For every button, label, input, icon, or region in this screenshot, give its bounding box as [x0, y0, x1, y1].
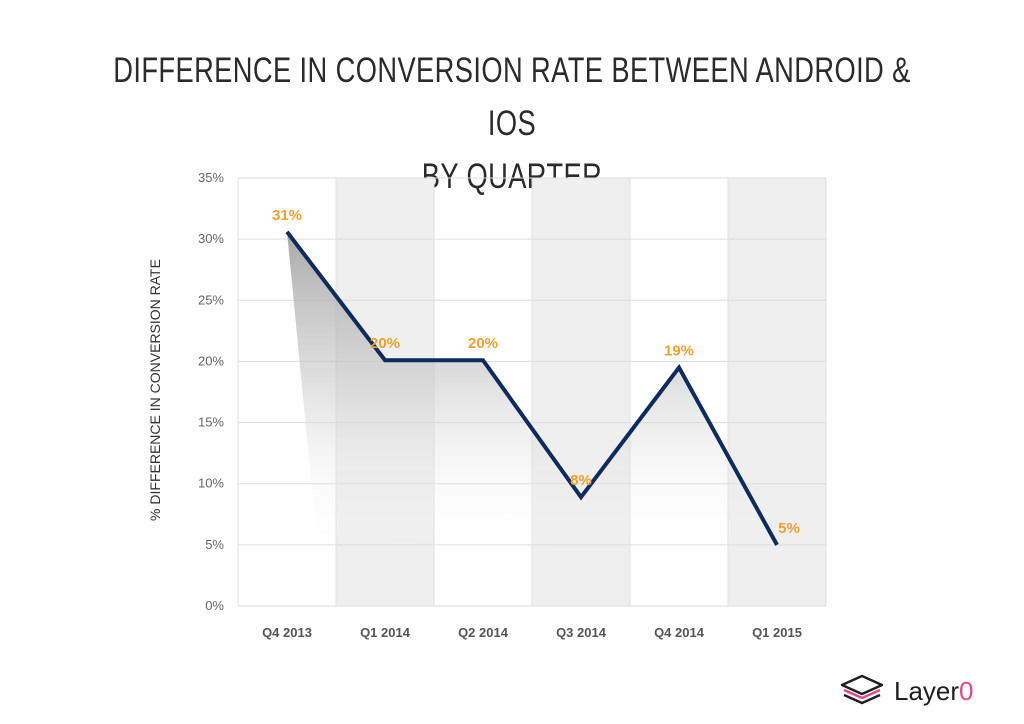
series-line [285, 230, 779, 546]
y-tick-label: 35% [198, 170, 224, 185]
brand-name-main: Layer [894, 675, 960, 706]
chart-title-line-1: DIFFERENCE IN CONVERSION RATE BETWEEN AN… [113, 51, 911, 143]
y-tick-label: 5% [205, 537, 224, 552]
brand-name-accent: 0 [959, 675, 974, 706]
x-tick-label: Q2 2014 [458, 625, 509, 640]
data-label: 5% [778, 520, 800, 537]
area-fill [287, 231, 777, 555]
data-label: 31% [272, 207, 302, 224]
area-shading [287, 231, 777, 555]
y-tick-label: 15% [198, 415, 224, 430]
brand-name: Layer0 [894, 676, 974, 707]
y-axis-ticks: 0% 5% 10% 15% 20% 25% 30% 35% [198, 170, 224, 613]
x-tick-label: Q1 2014 [360, 625, 411, 640]
y-tick-label: 30% [198, 231, 224, 246]
y-tick-label: 10% [198, 476, 224, 491]
y-tick-label: 0% [205, 598, 224, 613]
y-tick-label: 25% [198, 292, 224, 307]
layers-icon [840, 674, 884, 705]
chart-title: DIFFERENCE IN CONVERSION RATE BETWEEN AN… [113, 44, 912, 203]
brand-logo: Layer0 [840, 674, 974, 708]
data-label: 8% [570, 472, 592, 489]
x-tick-label: Q1 2015 [752, 625, 802, 640]
x-axis-ticks: Q4 2013 Q1 2014 Q2 2014 Q3 2014 Q4 2014 Q1 20… [262, 625, 802, 640]
x-tick-label: Q4 2013 [262, 625, 312, 640]
data-label: 19% [664, 343, 694, 360]
series-polyline [285, 230, 779, 546]
y-tick-label: 20% [198, 353, 224, 368]
y-axis-label: % DIFFERENCE IN CONVERSION RATE [147, 259, 163, 521]
data-label: 20% [468, 335, 498, 352]
x-tick-label: Q3 2014 [556, 625, 607, 640]
data-labels: 31% 20% 20% 8% 19% 5% [272, 207, 800, 537]
data-label: 20% [370, 335, 400, 352]
x-tick-label: Q4 2014 [654, 625, 705, 640]
